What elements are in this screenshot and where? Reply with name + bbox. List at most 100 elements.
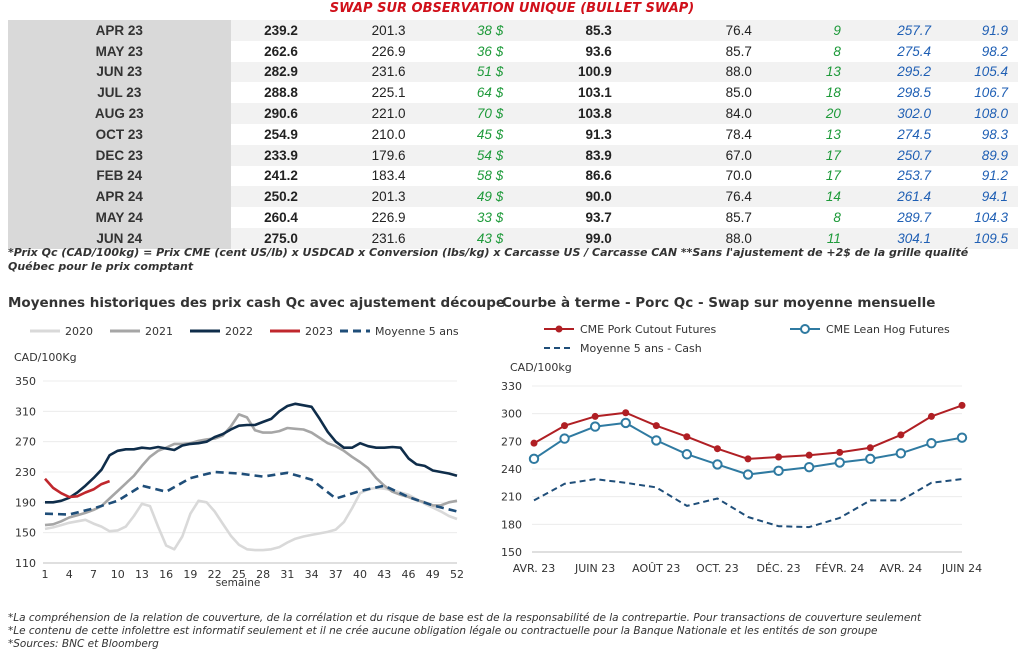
month-cell: MAY 23 bbox=[8, 40, 231, 62]
value-cell: 98.3 bbox=[981, 126, 1008, 142]
table-row: AUG 23 290.6 221.0 70 $103.8 84.0 20 302.0 108.… bbox=[8, 103, 1018, 124]
chart-left-title: Moyennes historiques des prix cash Qc av… bbox=[8, 295, 506, 311]
table-row: MAY 23 262.6 226.9 36 $ 93.6 85.7 8 275.4 98.2 bbox=[8, 40, 1018, 62]
data-point bbox=[712, 459, 723, 470]
table-row: APR 24 250.2 201.3 49 $90.0 76.4 14 261.4 94.1 bbox=[8, 186, 1018, 208]
value-cell: 201.3 bbox=[297, 20, 406, 41]
value-cell: 91.2 bbox=[981, 168, 1008, 184]
value-cell: 201.3 bbox=[297, 186, 406, 208]
value-cell: 76.4 bbox=[611, 20, 752, 41]
data-point bbox=[589, 421, 601, 432]
x-tick-label: FÉVR. 24 bbox=[815, 562, 864, 575]
value-cell: 20 bbox=[751, 103, 841, 124]
value-cell: 98.2 bbox=[981, 43, 1008, 59]
x-tick-label: DÉC. 23 bbox=[757, 562, 801, 575]
value-cell: 179.6 bbox=[297, 144, 406, 166]
series-line-2023 bbox=[44, 477, 111, 499]
x-tick-label: AVR. 24 bbox=[880, 562, 923, 575]
value-cell: 70.0 bbox=[725, 168, 752, 184]
table-row: OCT 23 254.9 210.0 45 $ 91.3 78.4 13 274.5 98.3 bbox=[8, 123, 1018, 145]
value-cell: 17 bbox=[825, 168, 841, 184]
page-title: SWAP SUR OBSERVATION UNIQUE (BULLET SWAP… bbox=[329, 1, 695, 16]
series-line-moyenne-5-ans bbox=[44, 470, 458, 516]
value-cell: 58 $ bbox=[476, 168, 504, 184]
y-tick-label: 150 bbox=[501, 546, 522, 559]
month-cell: JUN 24 bbox=[8, 227, 231, 249]
value-cell: 8 bbox=[833, 210, 841, 226]
legend-label: Moyenne 5 ans - Cash bbox=[580, 342, 702, 355]
value-cell: 93.7 bbox=[585, 210, 612, 226]
series-line-2020 bbox=[44, 486, 458, 552]
value-cell: 226.9 bbox=[371, 43, 406, 59]
value-cell: 103.8 bbox=[503, 103, 612, 124]
value-cell: 8 bbox=[833, 43, 841, 59]
value-cell: 250.2 bbox=[230, 186, 298, 208]
table-row: APR 23 239.2 201.3 38 $85.3 76.4 9 257.7 91.9 bbox=[8, 20, 1018, 41]
table-row: MAY 24 260.4 226.9 33 $ 93.7 85.7 8 289.7 104.3 bbox=[8, 207, 1018, 228]
x-tick-label: 1 bbox=[42, 568, 49, 581]
legend-label: CME Lean Hog Futures bbox=[826, 323, 950, 336]
data-point bbox=[836, 448, 844, 456]
value-cell: 221.0 bbox=[297, 103, 406, 124]
value-cell: 282.9 bbox=[230, 61, 298, 83]
value-cell: 250.7 bbox=[840, 144, 932, 166]
swap-table: APR 23 239.2 201.3 38 $85.3 76.4 9 257.7 91.9 MA… bbox=[8, 20, 1018, 249]
data-point bbox=[683, 433, 691, 441]
value-cell: 89.9 bbox=[931, 144, 1018, 166]
value-cell: 225.1 bbox=[371, 85, 406, 101]
series-line-moyenne-5-ans---cash bbox=[533, 478, 963, 529]
data-point bbox=[805, 451, 813, 459]
value-cell: 85.3 bbox=[503, 20, 612, 41]
value-cell: 88.0 bbox=[611, 227, 752, 249]
value-cell: 83.9 bbox=[503, 144, 612, 166]
month-cell: JUN 23 bbox=[8, 61, 231, 83]
table-row: DEC 23 233.9 179.6 54 $83.9 67.0 17 250.7 89.9 bbox=[8, 144, 1018, 166]
data-point bbox=[958, 401, 966, 409]
x-tick-label: 25 bbox=[232, 568, 246, 581]
data-point bbox=[530, 439, 538, 447]
value-cell: 54 $ bbox=[405, 144, 504, 166]
value-cell: 88.0 bbox=[611, 61, 752, 83]
value-cell: 76.4 bbox=[611, 186, 752, 208]
value-cell: 11 bbox=[751, 227, 841, 249]
data-point bbox=[895, 448, 907, 459]
value-cell: 288.8 bbox=[264, 85, 298, 101]
legend-marker bbox=[800, 324, 810, 334]
value-cell: 86.6 bbox=[585, 168, 612, 184]
historical-cash-price-chart: 2020 2021 2022 2023 Moyenne 5 ansCAD/100Kg11… bbox=[14, 325, 464, 589]
x-tick-label: 40 bbox=[353, 568, 367, 581]
value-cell: 100.9 bbox=[503, 61, 612, 83]
value-cell: 38 $ bbox=[405, 20, 504, 41]
table-row: JUL 23 288.8 225.1 64 $ 103.1 85.0 18 298.5 106.… bbox=[8, 82, 1018, 104]
value-cell: 183.4 bbox=[371, 168, 406, 184]
value-cell: 78.4 bbox=[725, 126, 752, 142]
value-cell: 290.6 bbox=[230, 103, 298, 124]
table-row: JUN 24 275.0 231.6 43 $99.0 88.0 11 304.1 109.5 bbox=[8, 227, 1018, 249]
x-tick-label: JUIN 23 bbox=[574, 562, 615, 575]
data-point bbox=[956, 432, 968, 443]
disclaimer-line: *La compréhension de la relation de couv… bbox=[8, 612, 922, 624]
x-tick-label: 52 bbox=[450, 568, 464, 581]
value-cell: 295.2 bbox=[840, 61, 932, 83]
data-point bbox=[927, 412, 935, 420]
value-cell: 13 bbox=[825, 126, 841, 142]
value-cell: 51 $ bbox=[405, 61, 504, 83]
value-cell: 239.2 bbox=[230, 20, 298, 41]
value-cell: 241.2 bbox=[264, 168, 298, 184]
data-point bbox=[773, 465, 784, 477]
chart-right-title: Courbe à terme - Porc Qc - Swap sur moye… bbox=[502, 295, 936, 311]
y-tick-label: 350 bbox=[15, 375, 36, 388]
y-tick-label: 230 bbox=[15, 466, 36, 479]
data-point bbox=[803, 461, 815, 473]
table-row: JUN 23 282.9 231.6 51 $100.9 88.0 13 295.2 105.… bbox=[8, 61, 1018, 83]
value-cell: 91.9 bbox=[931, 20, 1018, 41]
value-cell: 43 $ bbox=[405, 227, 504, 249]
value-cell: 18 bbox=[825, 85, 841, 101]
value-cell: 253.7 bbox=[897, 168, 932, 184]
value-cell: 275.0 bbox=[230, 227, 298, 249]
data-point bbox=[622, 409, 630, 417]
x-tick-label: 46 bbox=[402, 568, 416, 581]
month-cell: APR 24 bbox=[8, 186, 231, 208]
x-tick-label: OCT. 23 bbox=[696, 562, 739, 575]
y-tick-label: 180 bbox=[501, 518, 522, 531]
